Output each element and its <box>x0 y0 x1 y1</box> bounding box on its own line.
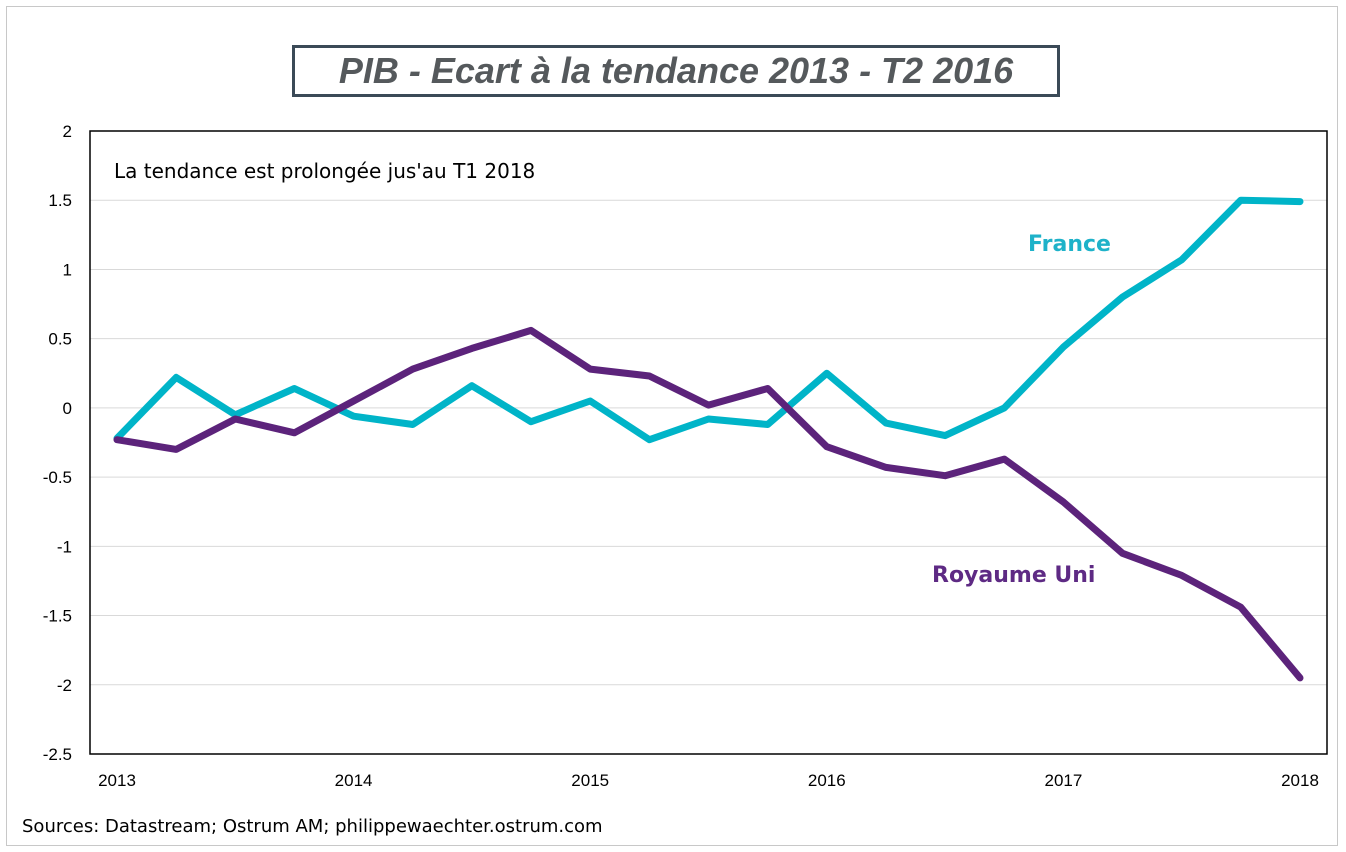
gridlines <box>90 199 1327 686</box>
y-tick-label: 1.5 <box>48 191 72 210</box>
x-tick-label: 2016 <box>808 771 846 790</box>
y-tick-label: -0.5 <box>43 468 72 487</box>
y-tick-label: 1 <box>63 260 72 279</box>
y-tick-label: 2 <box>63 122 72 141</box>
y-axis-ticks: 2 1.5 1 0.5 0 -0.5 -1 -1.5 -2 -2.5 <box>43 122 72 764</box>
series-line-france <box>113 196 1304 444</box>
x-tick-label: 2018 <box>1281 771 1319 790</box>
y-tick-label: -1 <box>57 537 72 556</box>
chart-title-box: PIB - Ecart à la tendance 2013 - T2 2016 <box>292 45 1060 97</box>
y-tick-label: -1.5 <box>43 607 72 626</box>
y-tick-label: -2 <box>57 676 72 695</box>
chart-title: PIB - Ecart à la tendance 2013 - T2 2016 <box>338 50 1014 91</box>
x-axis-ticks: 2013 2014 2015 2016 2017 2018 <box>98 771 1319 790</box>
y-tick-label: -2.5 <box>43 745 72 764</box>
series-label-france: France <box>1028 232 1111 257</box>
y-tick-label: 0 <box>63 399 72 418</box>
x-tick-label: 2017 <box>1044 771 1082 790</box>
y-tick-label: 0.5 <box>48 330 72 349</box>
series-line-royaume-uni <box>113 326 1304 682</box>
source-note: Sources: Datastream; Ostrum AM; philippe… <box>22 816 603 837</box>
series-label-royaume-uni: Royaume Uni <box>932 563 1095 588</box>
plot-area <box>89 130 1328 755</box>
series-lines <box>113 196 1304 682</box>
x-tick-label: 2013 <box>98 771 136 790</box>
chart-annotation: La tendance est prolongée jus'au T1 2018 <box>114 159 535 183</box>
x-tick-label: 2014 <box>335 771 373 790</box>
x-tick-label: 2015 <box>571 771 609 790</box>
